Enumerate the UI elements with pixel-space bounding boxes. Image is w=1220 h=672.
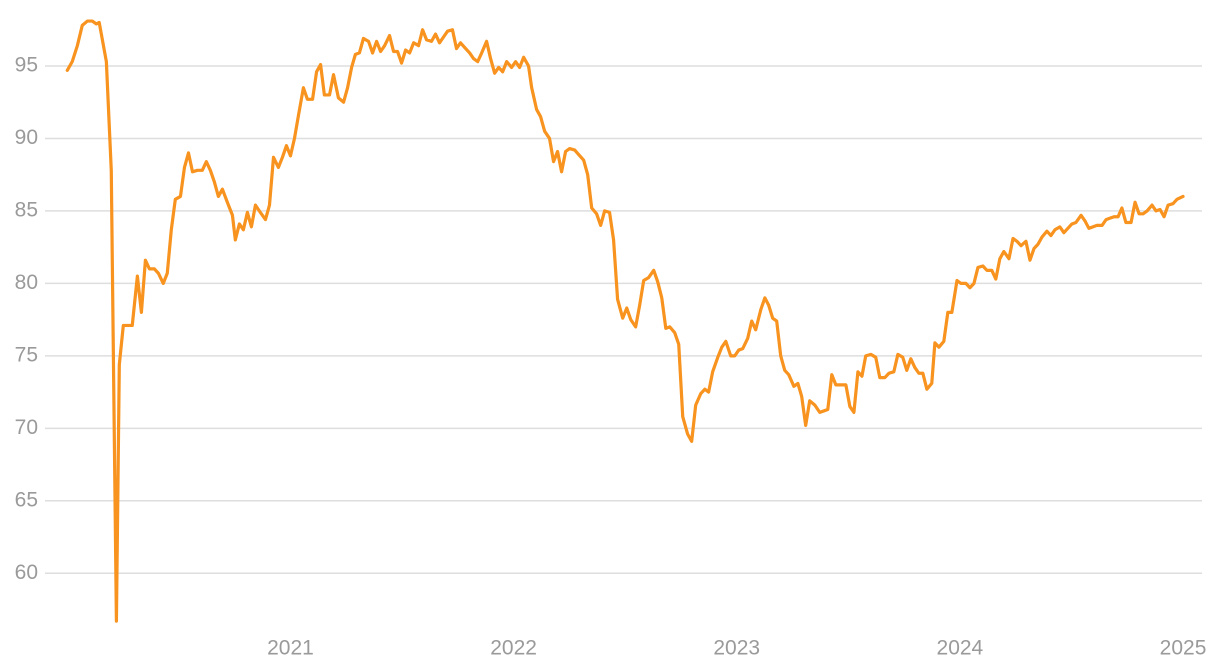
x-tick-label: 2022 <box>490 637 537 660</box>
y-tick-label: 75 <box>15 343 38 366</box>
y-tick-label: 85 <box>15 198 38 221</box>
x-tick-label: 2023 <box>713 637 760 660</box>
x-tick-label: 2025 <box>1160 637 1207 660</box>
x-tick-label: 2021 <box>267 637 314 660</box>
data-line <box>65 19 1185 623</box>
y-tick-label: 70 <box>15 416 38 439</box>
y-tick-label: 95 <box>15 54 38 77</box>
y-tick-label: 90 <box>15 126 38 149</box>
y-tick-label: 80 <box>15 271 38 294</box>
y-tick-label: 65 <box>15 488 38 511</box>
x-tick-label: 2024 <box>937 637 984 660</box>
y-tick-label: 60 <box>15 561 38 584</box>
